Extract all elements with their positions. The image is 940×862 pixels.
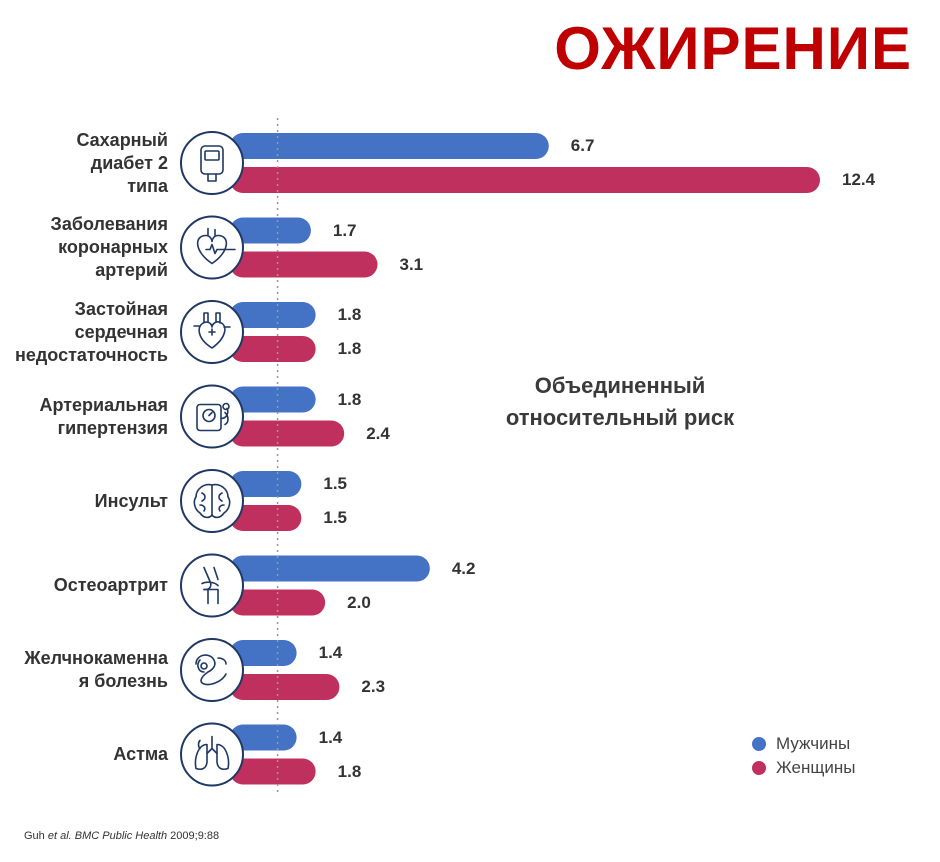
bar-women-4 bbox=[230, 505, 302, 531]
bar-women-0 bbox=[230, 167, 820, 193]
source-journal: BMC Public Health bbox=[74, 830, 168, 842]
value-label-women-1: 3.1 bbox=[399, 254, 424, 274]
category-label-4: Инсульт bbox=[0, 490, 168, 513]
category-label-line: коронарных bbox=[58, 237, 168, 257]
category-label-line: Сахарный bbox=[76, 129, 168, 150]
value-label-men-6: 1.4 bbox=[318, 643, 343, 662]
category-label-line: я болезнь bbox=[78, 671, 168, 691]
category-label-line: диабет 2 bbox=[90, 152, 168, 173]
lungs-icon bbox=[180, 722, 244, 787]
category-label-line: Заболевания bbox=[50, 214, 168, 234]
legend-swatch bbox=[752, 737, 766, 751]
category-label-line: типа bbox=[127, 175, 168, 196]
legend-label: Женщины bbox=[776, 758, 856, 777]
category-label-2: Застойная сердечная недостаточность bbox=[0, 298, 168, 367]
bar-women-1 bbox=[230, 251, 378, 278]
value-label-women-7: 1.8 bbox=[337, 761, 362, 781]
heart-vessels-icon bbox=[180, 300, 244, 364]
category-label-line: гипертензия bbox=[57, 417, 168, 438]
bar-men-3 bbox=[230, 386, 316, 413]
category-label-line: Застойная bbox=[74, 298, 168, 319]
category-label-0: Сахарный диабет 2 типа bbox=[0, 129, 168, 198]
bar-men-7 bbox=[230, 724, 297, 751]
icon-drawing bbox=[200, 145, 224, 182]
icon-circle bbox=[180, 384, 244, 449]
bar-men-5 bbox=[230, 555, 430, 582]
bar-women-5 bbox=[230, 589, 326, 616]
axis-annotation: Объединенный относительный риск bbox=[505, 373, 735, 430]
chart-title: ОЖИРЕНИЕ bbox=[554, 15, 912, 82]
category-label-line: Инсульт bbox=[94, 490, 168, 511]
source-etal: et al. bbox=[47, 830, 72, 842]
category-label-line: Остеоартрит bbox=[53, 575, 168, 595]
icon-drawing bbox=[201, 566, 219, 605]
category-label-6: Желчнокаменна я болезнь bbox=[0, 647, 168, 693]
bar-women-6 bbox=[230, 674, 340, 700]
icon-circle bbox=[180, 553, 244, 618]
bar-men-4 bbox=[230, 471, 302, 497]
category-label-line: Желчнокаменна bbox=[24, 648, 168, 668]
icon-drawing bbox=[196, 227, 236, 265]
knee-joint-icon bbox=[180, 553, 244, 618]
category-label-line: артерий bbox=[95, 260, 168, 280]
bar-men-1 bbox=[230, 217, 311, 244]
category-label-7: Астма bbox=[0, 743, 168, 766]
bar-men-0 bbox=[230, 133, 549, 159]
bar-men-2 bbox=[230, 302, 316, 328]
bar-men-6 bbox=[230, 640, 297, 666]
gallbladder-icon bbox=[180, 638, 244, 702]
category-label-line: недостаточность bbox=[15, 344, 168, 365]
value-label-women-4: 1.5 bbox=[323, 508, 347, 527]
category-label-line: Астма bbox=[113, 744, 168, 764]
value-label-men-4: 1.5 bbox=[323, 474, 347, 493]
bar-women-2 bbox=[230, 336, 316, 362]
category-label-line: Артериальная bbox=[39, 394, 168, 415]
value-label-women-0: 12.4 bbox=[842, 170, 876, 189]
value-label-women-3: 2.4 bbox=[366, 423, 390, 443]
brain-icon bbox=[180, 469, 244, 533]
icon-drawing bbox=[193, 312, 231, 349]
category-label-5: Остеоартрит bbox=[0, 574, 168, 597]
source-ref: 2009;9:88 bbox=[167, 830, 220, 842]
category-label-3: Артериальная гипертензия bbox=[0, 394, 168, 440]
source-citation: Guh et al. BMC Public Health 2009;9:88 bbox=[24, 830, 219, 842]
source-authors: Guh bbox=[24, 830, 48, 842]
blood-pressure-monitor-icon bbox=[180, 384, 244, 449]
value-label-men-1: 1.7 bbox=[332, 220, 357, 240]
legend-item-men: Мужчины bbox=[752, 732, 855, 756]
value-label-women-5: 2.0 bbox=[347, 592, 371, 612]
icon-drawing bbox=[196, 402, 230, 432]
bar-women-3 bbox=[230, 420, 345, 447]
legend-label: Мужчины bbox=[776, 734, 851, 753]
icon-circle bbox=[180, 131, 244, 195]
icon-drawing bbox=[193, 483, 231, 519]
legend-item-women: Женщины bbox=[752, 756, 855, 780]
heart-icon bbox=[180, 215, 244, 280]
icon-drawing bbox=[195, 654, 227, 686]
value-label-men-3: 1.8 bbox=[337, 389, 362, 409]
glucometer-icon bbox=[180, 131, 244, 195]
value-label-women-6: 2.3 bbox=[361, 677, 386, 696]
icon-drawing bbox=[194, 735, 230, 771]
category-label-1: Заболевания коронарных артерий bbox=[0, 213, 168, 282]
bar-women-7 bbox=[230, 758, 316, 785]
value-label-men-0: 6.7 bbox=[570, 136, 595, 155]
icon-circle bbox=[180, 722, 244, 787]
category-label-line: сердечная bbox=[74, 321, 168, 342]
legend-swatch bbox=[752, 761, 766, 775]
icon-circle bbox=[180, 215, 244, 280]
value-label-men-7: 1.4 bbox=[318, 727, 343, 747]
legend: Мужчины Женщины bbox=[752, 732, 855, 780]
value-label-women-2: 1.8 bbox=[337, 339, 362, 358]
value-label-men-5: 4.2 bbox=[451, 558, 476, 578]
value-label-men-2: 1.8 bbox=[337, 305, 362, 324]
